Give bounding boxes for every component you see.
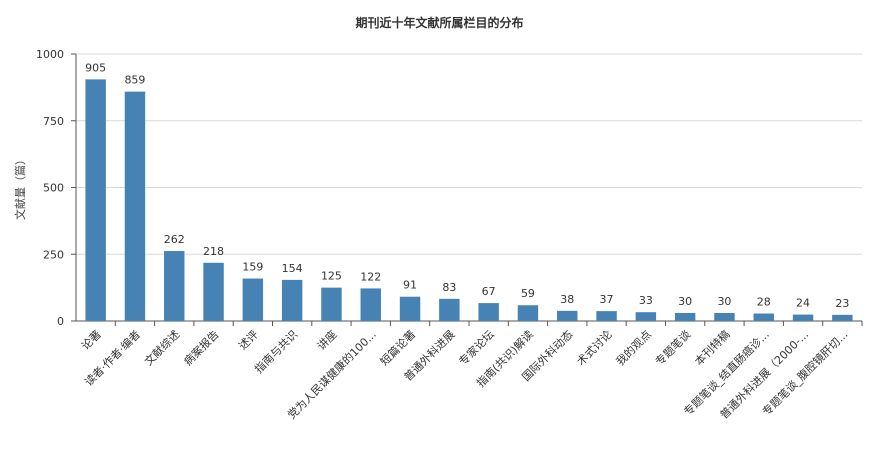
bar[interactable] <box>242 278 264 321</box>
data-label: 37 <box>600 293 614 306</box>
gridlines <box>76 53 862 255</box>
data-label: 262 <box>164 233 185 246</box>
data-label: 23 <box>835 297 849 310</box>
data-labels: 905 859 262 218 159 154 125 122 91 83 67 59 38 37 33 30… <box>85 61 849 309</box>
x-tick-label: 专题笔谈 <box>652 327 693 368</box>
data-label: 28 <box>757 296 771 309</box>
data-label: 122 <box>360 270 381 283</box>
data-label: 154 <box>282 262 303 275</box>
bar[interactable] <box>557 310 578 321</box>
data-label: 83 <box>442 281 456 294</box>
data-label: 905 <box>85 61 106 74</box>
bar[interactable] <box>596 311 617 321</box>
data-label: 859 <box>124 74 145 87</box>
bar[interactable] <box>85 79 106 322</box>
bar[interactable] <box>399 296 421 321</box>
x-tick-label: 专家论坛 <box>456 327 497 368</box>
bar[interactable] <box>635 312 657 321</box>
y-axis-label: 文献量（篇） <box>13 154 27 220</box>
bar[interactable] <box>517 305 539 321</box>
y-tick-label: 0 <box>57 315 64 328</box>
y-tick-label: 1000 <box>36 48 64 61</box>
bar[interactable] <box>439 298 460 321</box>
bar[interactable] <box>478 303 499 321</box>
data-label: 24 <box>796 297 810 310</box>
bar[interactable] <box>164 251 185 321</box>
bar[interactable] <box>124 91 146 321</box>
data-label: 159 <box>242 261 263 274</box>
bar[interactable] <box>832 314 853 321</box>
data-label: 91 <box>403 279 417 292</box>
data-label: 125 <box>321 270 342 283</box>
x-tick-label: 术式讨论 <box>574 327 615 368</box>
data-label: 67 <box>482 285 496 298</box>
y-tick-label: 500 <box>43 182 64 195</box>
x-tick-label: 我的观点 <box>613 327 654 368</box>
y-tick-label: 750 <box>43 115 64 128</box>
x-tick-label: 论著 <box>78 327 103 352</box>
bar[interactable] <box>321 287 342 321</box>
x-tick-label: 讲座 <box>314 327 339 352</box>
bar[interactable] <box>714 312 735 321</box>
chart-title: 期刊近十年文献所属栏目的分布 <box>355 15 523 30</box>
bar[interactable] <box>360 288 381 321</box>
x-tick-label: 病案报告 <box>181 327 222 368</box>
x-tick-label: 本刊特稿 <box>692 327 733 368</box>
y-axis-ticks: 0 250 500 750 1000 <box>36 48 76 328</box>
bar[interactable] <box>753 313 774 321</box>
data-label: 30 <box>678 295 692 308</box>
data-label: 33 <box>639 294 653 307</box>
data-label: 38 <box>560 293 574 306</box>
bar[interactable] <box>792 314 814 321</box>
y-tick-label: 250 <box>43 248 64 261</box>
x-tick-label: 指南与共识 <box>251 327 300 376</box>
bar[interactable] <box>281 279 303 321</box>
bar[interactable] <box>203 262 224 321</box>
bars <box>85 79 853 322</box>
bar[interactable] <box>674 312 696 321</box>
data-label: 218 <box>203 245 224 258</box>
x-tick-label: 文献综述 <box>141 327 182 368</box>
x-tick-label: 短篇论著 <box>377 327 418 368</box>
x-tick-label: 述评 <box>236 328 261 353</box>
data-label: 30 <box>717 295 731 308</box>
data-label: 59 <box>521 287 535 300</box>
